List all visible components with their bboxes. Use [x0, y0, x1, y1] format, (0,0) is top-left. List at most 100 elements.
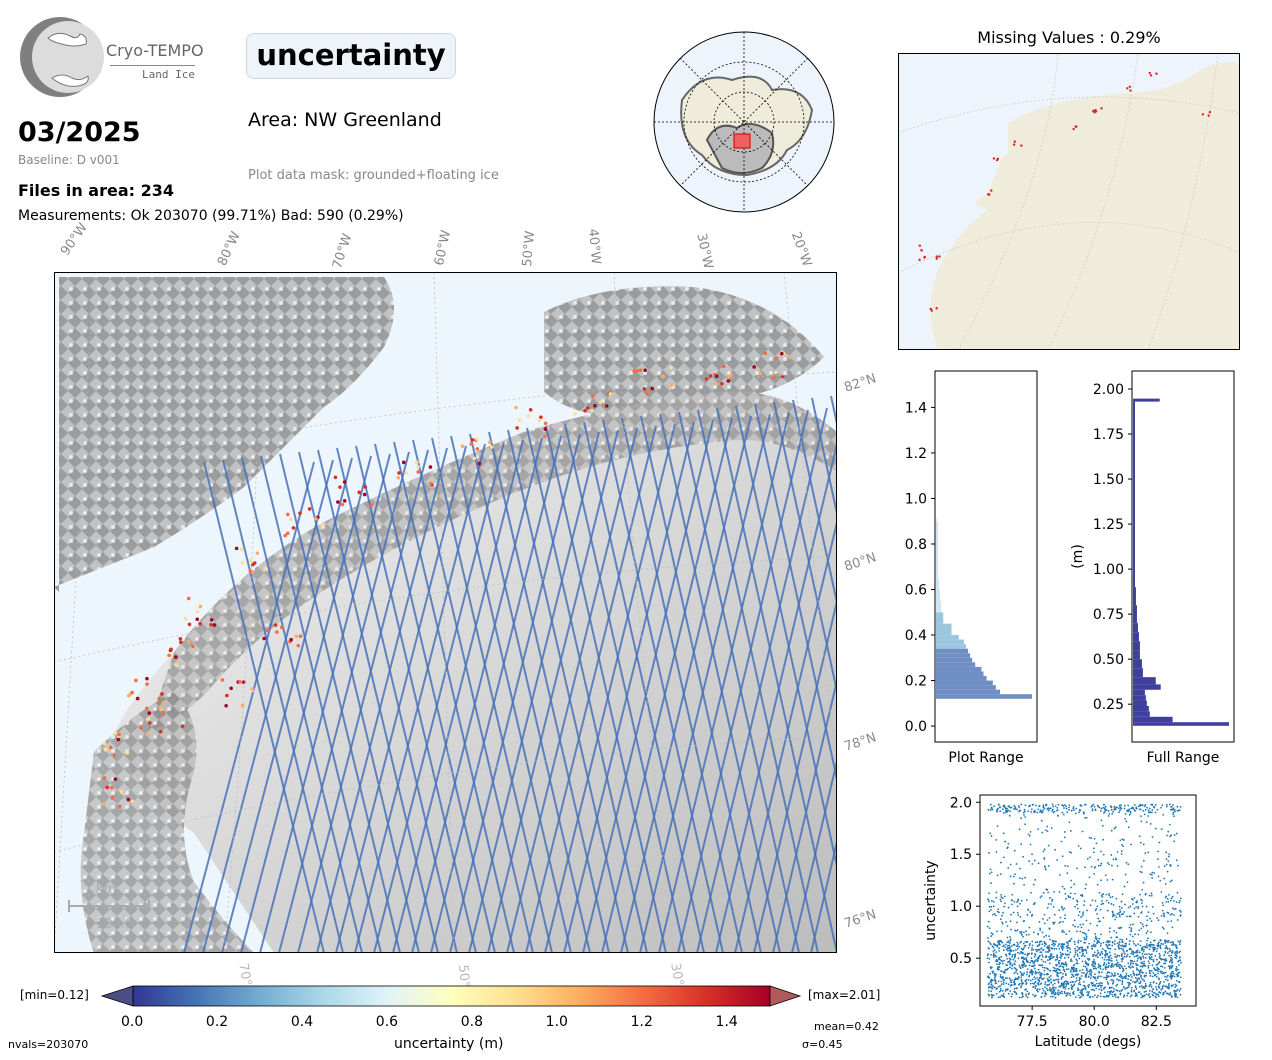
scatter-point [1118, 954, 1121, 957]
track-line [620, 415, 752, 954]
scatter-point [1023, 972, 1026, 974]
margin-dot [250, 562, 255, 567]
scatter-point [1091, 963, 1093, 966]
scatter-point [1103, 958, 1106, 961]
scatter-point [1040, 895, 1043, 898]
scatter-point [1007, 842, 1010, 845]
scatter-point [1048, 976, 1051, 979]
y-tick-label: 0.6 [905, 583, 927, 599]
scatter-point [1049, 958, 1052, 961]
scatter-point [1111, 993, 1113, 996]
locator-globe [653, 31, 835, 213]
scatter-point [1069, 994, 1072, 997]
scatter-point [1057, 978, 1060, 981]
scatter-point [1062, 966, 1065, 969]
scatter-point [1088, 970, 1091, 973]
scatter-point [1029, 970, 1032, 973]
scatter-point [1047, 809, 1050, 812]
scatter-point [1045, 956, 1047, 959]
scatter-point [1016, 972, 1019, 975]
scatter-point [1039, 929, 1042, 932]
scatter-point [1030, 957, 1033, 960]
scatter-point [1103, 991, 1106, 994]
scatter-point [1108, 951, 1111, 954]
scatter-point [987, 953, 989, 956]
scatter-point [1123, 911, 1125, 913]
scatter-point [1121, 938, 1124, 941]
scatter-point [1067, 956, 1070, 959]
scatter-point [1144, 808, 1147, 811]
scatter-point [1110, 903, 1113, 905]
scatter-point [1124, 873, 1127, 876]
scatter-point [997, 980, 1000, 983]
scatter-point [1022, 964, 1025, 967]
scatter-point [1041, 966, 1044, 969]
scatter-point [1100, 933, 1102, 936]
scatter-point [1075, 807, 1077, 810]
margin-dot [460, 444, 465, 449]
track-line [602, 419, 724, 954]
scatter-point [990, 966, 993, 969]
scatter-point [1152, 960, 1155, 963]
margin-dot [472, 456, 477, 461]
scatter-point [1028, 926, 1031, 929]
scatter-point [1100, 903, 1103, 906]
scatter-point [1166, 870, 1169, 873]
missing-marker [1020, 144, 1023, 147]
margin-dot [134, 678, 138, 683]
scatter-point [1014, 977, 1017, 980]
margin-dot [279, 625, 284, 630]
scatter-point [1167, 912, 1170, 915]
scatter-point [1031, 978, 1034, 981]
scatter-point [1098, 972, 1100, 974]
scatter-point [1087, 963, 1090, 966]
scatter-point [990, 981, 992, 983]
scatter-point [1171, 809, 1174, 811]
scatter-point [1180, 961, 1182, 964]
scatter-point [1049, 978, 1052, 981]
scatter-point [1087, 929, 1090, 932]
scatter-point [1005, 921, 1008, 923]
scatter-point [1176, 947, 1178, 950]
scatter-point [1100, 971, 1103, 974]
scatter-point [1032, 986, 1035, 989]
scatter-point [1074, 925, 1076, 928]
scatter-point [1170, 977, 1173, 980]
margin-dot [542, 434, 547, 439]
scatter-point [1130, 990, 1133, 993]
scatter-point [1106, 879, 1109, 881]
scatter-point [1107, 995, 1110, 998]
scatter-point [1140, 968, 1142, 971]
scatter-point [1070, 976, 1073, 979]
scatter-point [1081, 972, 1083, 974]
scatter-point [1128, 939, 1131, 942]
scatter-point [1159, 954, 1161, 957]
scatter-point [1100, 807, 1103, 810]
margin-dot [240, 703, 245, 708]
missing-marker [923, 256, 926, 259]
histogram-bar [1133, 668, 1143, 678]
scatter-point [1119, 964, 1122, 966]
scatter-point [1130, 927, 1133, 930]
scatter-point [1169, 959, 1172, 962]
scatter-point [1065, 994, 1068, 997]
margin-dot [320, 523, 325, 527]
scatter-point [1110, 965, 1112, 968]
scatter-point [1057, 961, 1060, 964]
scatter-point [1126, 915, 1128, 918]
margin-dot [470, 438, 475, 442]
scatter-point [1068, 930, 1071, 933]
scatter-point [1142, 957, 1145, 959]
scatter-point [1093, 945, 1096, 948]
margin-dot [144, 706, 149, 711]
scatter-point [1167, 939, 1170, 942]
scatter-point [1118, 905, 1121, 908]
missing-marker [920, 248, 923, 252]
scatter-point [1012, 875, 1015, 878]
scatter-point [1166, 952, 1169, 955]
margin-dot [604, 404, 609, 408]
scatter-point [1007, 906, 1010, 909]
scatter-point [1115, 959, 1118, 962]
scatter-point [1040, 951, 1043, 953]
margin-dot [113, 731, 118, 735]
